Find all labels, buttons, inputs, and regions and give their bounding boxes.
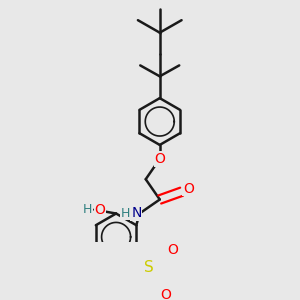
Text: O: O xyxy=(183,182,194,196)
Text: N: N xyxy=(131,206,142,220)
Text: H: H xyxy=(82,203,92,216)
Text: S: S xyxy=(144,260,154,275)
Text: O: O xyxy=(94,202,105,217)
Text: O: O xyxy=(154,152,165,166)
Text: O: O xyxy=(167,243,178,257)
Text: O: O xyxy=(160,288,171,300)
Text: H: H xyxy=(121,207,130,220)
